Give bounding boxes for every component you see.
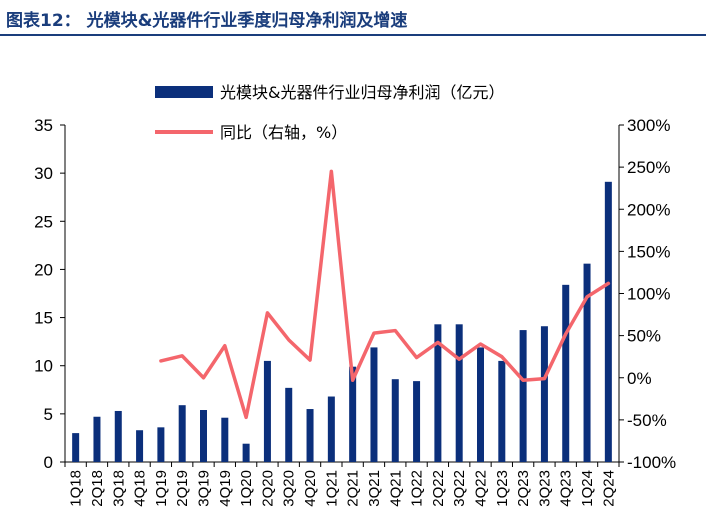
bar [285, 387, 293, 462]
bar [455, 324, 463, 462]
yoy-line [159, 169, 611, 420]
axes: 0 5 10 15 20 25 30 35 -100% -50% 0% 50% 100% 150% 200%… [34, 116, 676, 472]
bar [114, 410, 122, 462]
bar [583, 263, 591, 462]
x-tick-label: 1Q20 [238, 470, 255, 507]
y-left-tick-label: 0 [44, 453, 53, 472]
x-tick-label: 3Q22 [451, 470, 468, 507]
bar [370, 347, 378, 462]
bar [263, 360, 271, 462]
y-left-tick-label: 25 [34, 212, 53, 231]
x-tick-label: 4Q20 [302, 470, 319, 507]
bar [498, 360, 506, 462]
x-tick-label: 2Q22 [430, 470, 447, 507]
bar [136, 430, 144, 462]
x-tick-label: 2Q23 [515, 470, 532, 507]
y-left-tick-label: 15 [34, 309, 53, 328]
y-right-tick-label: 50% [627, 327, 661, 346]
bar [93, 416, 101, 462]
y-right-tick-label: 300% [627, 116, 670, 135]
x-tick-labels: 1Q18 2Q18 3Q18 4Q18 1Q19 2Q19 3Q19 4Q19 1Q20 2Q20… [68, 470, 618, 507]
bar [391, 379, 399, 462]
x-tick-label: 2Q21 [345, 470, 362, 507]
bar [434, 324, 442, 462]
y-right-tick-label: -50% [627, 411, 667, 430]
legend: 光模块&光器件行业归母净利润（亿元） 同比（右轴，%） [155, 83, 504, 142]
y-left-tick-label: 30 [34, 164, 53, 183]
x-tick-label: 1Q19 [153, 470, 170, 507]
legend-bar-label: 光模块&光器件行业归母净利润（亿元） [220, 83, 504, 102]
bar [200, 410, 207, 462]
bar [157, 427, 165, 462]
y-right-tick-label: -100% [627, 453, 676, 472]
y-right-tick-label: 0% [627, 369, 652, 388]
x-tick-label: 4Q18 [132, 470, 149, 507]
x-tick-label: 1Q21 [323, 470, 340, 507]
legend-bar-swatch [155, 86, 213, 98]
x-tick-label: 4Q23 [558, 470, 575, 507]
title-bar: 图表12： 光模块&光器件行业季度归母净利润及增速 [0, 0, 706, 36]
bar [562, 284, 570, 462]
bar [221, 417, 229, 462]
x-tick-label: 2Q19 [174, 470, 191, 507]
bar [242, 443, 250, 462]
x-tick-label: 1Q24 [579, 470, 596, 507]
bar [477, 347, 484, 462]
legend-line-label: 同比（右轴，%） [220, 123, 347, 142]
bar [327, 396, 335, 462]
x-tick-label: 3Q21 [366, 470, 383, 507]
bar [72, 433, 80, 462]
chart-title: 图表12： 光模块&光器件行业季度归母净利润及增速 [6, 11, 408, 31]
bars [72, 181, 612, 462]
x-tick-label: 1Q18 [68, 470, 85, 507]
x-tick-label: 4Q21 [387, 470, 404, 507]
x-tick-label: 3Q18 [110, 470, 127, 507]
bar [178, 405, 186, 462]
y-left-tick-label: 10 [34, 357, 53, 376]
x-tick-label: 2Q20 [259, 470, 276, 507]
y-right-tick-label: 250% [627, 158, 670, 177]
yoy-line-path [159, 169, 611, 420]
x-tick-label: 4Q22 [473, 470, 490, 507]
x-tick-label: 3Q23 [536, 470, 553, 507]
x-tick-label: 2Q24 [600, 470, 617, 507]
y-right-tick-label: 200% [627, 200, 670, 219]
bar [306, 409, 314, 462]
x-tick-label: 3Q20 [281, 470, 298, 507]
bar [349, 366, 357, 462]
x-tick-label: 1Q22 [409, 470, 426, 507]
bar [540, 326, 548, 462]
bar [519, 330, 527, 462]
bar [413, 381, 421, 462]
y-left-tick-label: 5 [44, 405, 53, 424]
x-tick-label: 1Q23 [494, 470, 511, 507]
y-left-tick-label: 35 [34, 116, 53, 135]
x-tick-label: 4Q19 [217, 470, 234, 507]
y-right-tick-label: 100% [627, 285, 670, 304]
y-left-tick-label: 20 [34, 260, 53, 279]
x-tick-label: 2Q18 [89, 470, 106, 507]
bar [604, 181, 612, 462]
x-tick-label: 3Q19 [196, 470, 213, 507]
y-right-tick-label: 150% [627, 242, 670, 261]
